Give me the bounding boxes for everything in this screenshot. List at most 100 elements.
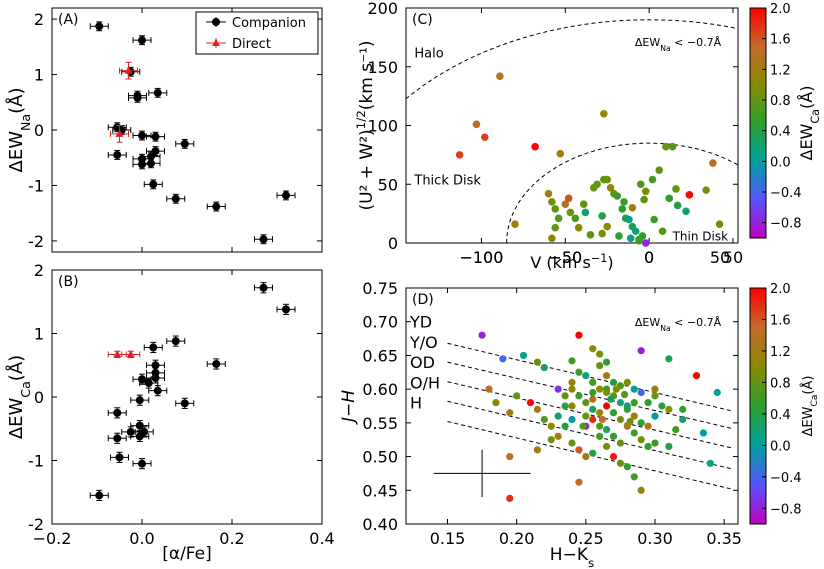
panel-c-star-point [586, 230, 595, 239]
panel-c-star-point [574, 223, 583, 232]
legend-direct-marker [212, 38, 220, 46]
panel-d-star-point [607, 395, 615, 403]
panel-b-ytick-label: 0 [34, 388, 44, 407]
panel-d-star-point [526, 399, 535, 407]
panel-a-ylabel: ΔEWNa(Å) [5, 88, 33, 173]
panel-c-star-point [636, 180, 645, 189]
panel-a-companion-point [149, 180, 158, 189]
panel-c-star-point [631, 227, 640, 236]
colorbar-label-unit: (Å) [797, 86, 816, 109]
panel-d-star-point [637, 486, 645, 494]
panel-c-colorbar-tick-label: −0.8 [770, 217, 802, 232]
panel-c-xtick-label: 0 [644, 248, 654, 267]
panel-c-star-point [579, 200, 588, 209]
panel-b-frame [51, 269, 323, 525]
ylabel-sup: 1/2 [354, 110, 368, 129]
panel-a-companion-point [212, 202, 221, 211]
panel-b-companion-point [135, 396, 144, 405]
panel-d-star-point [609, 432, 618, 440]
panel-c-star-point [551, 205, 560, 213]
panel-c-colorbar [749, 7, 767, 239]
panel-d-ytick-label: 0.50 [362, 448, 398, 467]
panel-d-star-point [623, 378, 631, 386]
panel-b-xtick-label: 0.0 [129, 529, 154, 548]
panel-a-ytick-label: 0 [34, 121, 44, 140]
panel-c-star-point [682, 207, 690, 216]
panel-d-star-point [706, 459, 714, 467]
panel-c-colorbar-tick-label: 0.0 [770, 155, 791, 170]
panel-b-ytick-label: -2 [28, 515, 44, 534]
panel-b-ytick-label: 2 [34, 261, 44, 280]
panel-c-star-point [672, 185, 680, 193]
colorbar-label-sub: Ca [809, 109, 822, 124]
panel-d-star-point [561, 402, 569, 410]
cut-prefix: ΔEW [635, 316, 660, 329]
panel-c-star-point [531, 142, 539, 151]
panel-b-ylabel: ΔEWCa(Å) [5, 355, 33, 439]
colorbar-label-main: ΔEW [797, 123, 816, 160]
panel-d-star-point [575, 368, 583, 376]
panel-d-colorbar [749, 287, 767, 525]
panel-a-companion-point [138, 36, 146, 45]
panel-d-star-point [582, 412, 590, 420]
panel-c-xtick-label: −50 [548, 248, 582, 267]
panel-b-xtick-label: −0.2 [33, 529, 72, 548]
panel-c-star-point [641, 239, 650, 247]
panel-d-star-point [568, 378, 576, 386]
panel-d-xtick-label: 0.35 [706, 529, 742, 548]
panel-c-star-point [566, 208, 575, 217]
panel-d-star-point [679, 415, 687, 424]
panel-c-star-point [551, 223, 560, 232]
panel-d-star-point [623, 463, 631, 471]
panel-d-star-point [596, 385, 604, 393]
panel-c-star-point [556, 149, 565, 158]
panel-c-star-point [548, 198, 556, 206]
panel-d-star-point [609, 452, 618, 461]
panel-d-colorbar-tick-label: 1.6 [770, 313, 791, 328]
panel-c-star-point [455, 151, 464, 159]
panel-d-star-point [540, 363, 548, 372]
panel-d-star-point [644, 422, 652, 430]
panel-d-star-point [616, 439, 625, 447]
panel-d-colorbar-tick-label: −0.4 [770, 471, 802, 486]
panel-d-region-label: YD [409, 313, 432, 332]
panel-d-star-point [575, 392, 583, 400]
panel-c-xtick-label: −100 [459, 248, 503, 267]
panel-c-ylabel: (U² + W²)1/2(km s⁻¹) [354, 40, 377, 210]
colorbar-label-main: ΔEW [801, 406, 816, 436]
panel-d-region-label: O/H [410, 373, 440, 392]
panel-c-star-point [673, 201, 682, 210]
panel-c-xtick-label: 50 [723, 248, 743, 267]
panel-d-star-point [568, 385, 576, 393]
panel-c-star-point [685, 191, 694, 199]
panel-c-ytick-label: 100 [367, 117, 398, 136]
panel-d-star-point [589, 449, 597, 457]
panel-c-star-point [648, 175, 657, 184]
panel-c-star-point [544, 189, 553, 198]
panel-c-star-point [628, 203, 637, 212]
panel-b-companion-point [113, 434, 122, 443]
panel-d-star-point [713, 388, 721, 397]
panel-b-companion-point [282, 305, 290, 314]
panel-d-star-point [596, 361, 604, 370]
panel-d-star-point [651, 439, 659, 447]
panel-d-colorbar-tick-label: −0.8 [770, 502, 802, 517]
panel-b-companion-point [126, 427, 135, 436]
panel-d-colorbar-tick-label: 0.0 [770, 439, 791, 454]
panel-c-label: (C) [412, 12, 433, 28]
panel-d-star-point [630, 399, 638, 407]
panel-d-star-point [644, 399, 652, 407]
panel-c-star-point [618, 205, 627, 213]
panel-d-star-point [582, 399, 590, 407]
panel-c-star-point [658, 227, 667, 236]
panel-d-ytick-label: 0.60 [362, 380, 398, 399]
panel-d-star-point [692, 372, 701, 380]
panel-c-ytick-label: 50 [378, 175, 398, 194]
panel-d-star-point [596, 350, 604, 358]
panel-c-star-point [702, 186, 710, 194]
panel-b-companion-point [151, 373, 160, 382]
panel-b-label: (B) [58, 274, 79, 290]
panel-d-region-label: OD [410, 353, 435, 372]
panel-c-boundary-halo [406, 19, 738, 100]
panel-d-star-point [579, 422, 587, 430]
